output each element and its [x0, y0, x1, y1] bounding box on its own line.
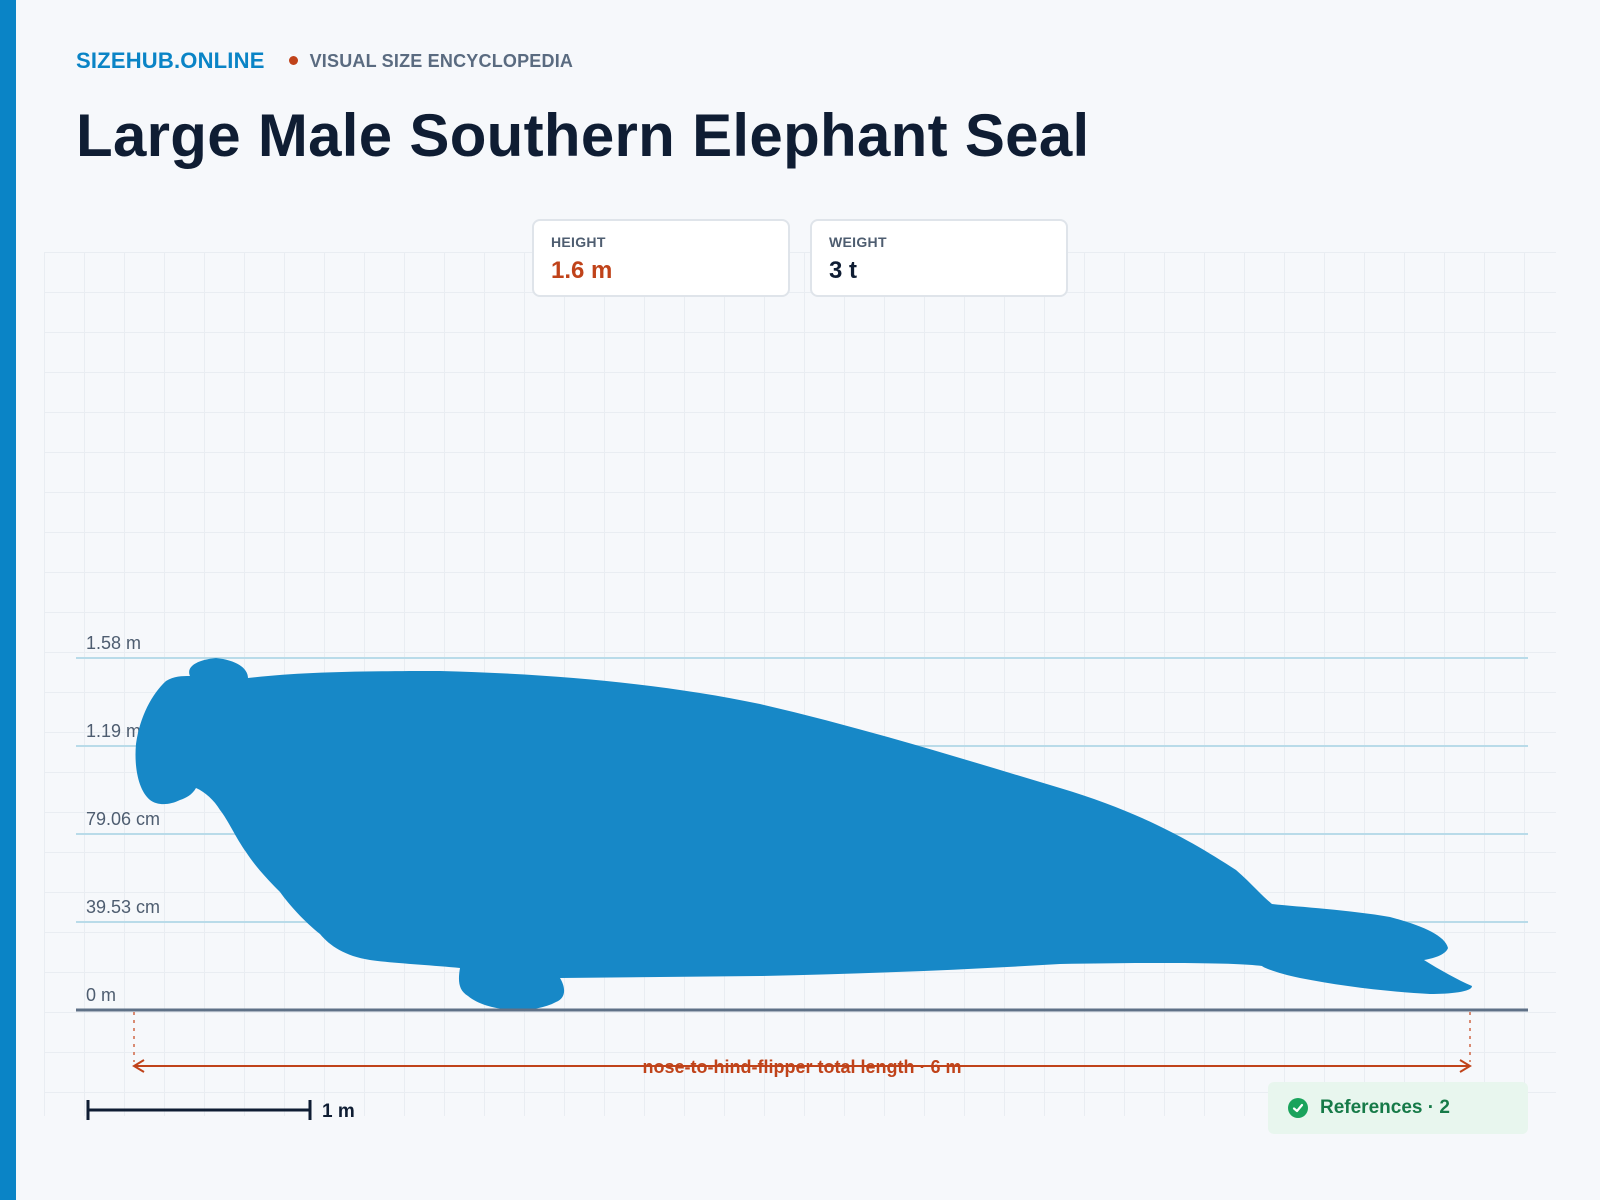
height-label-158: 1.58 m: [86, 633, 141, 653]
site-brand[interactable]: SIZEHUB.ONLINE: [76, 48, 265, 73]
height-label-39: 39.53 cm: [86, 897, 160, 917]
accent-bar: [0, 0, 16, 1200]
brand-row: SIZEHUB.ONLINE VISUAL SIZE ENCYCLOPEDIA: [76, 47, 573, 75]
separator-dot: [288, 55, 298, 65]
length-label: nose-to-hind-flipper total length · 6 m: [643, 1057, 962, 1077]
height-label-119: 1.19 m: [86, 721, 141, 741]
height-stat-card: HEIGHT 1.6 m: [532, 219, 790, 297]
length-arrow-left-head: [132, 1059, 145, 1073]
weight-stat-label: WEIGHT: [829, 234, 887, 250]
height-stat-label: HEIGHT: [551, 234, 606, 250]
site-tagline: VISUAL SIZE ENCYCLOPEDIA: [309, 50, 574, 71]
check-circle-icon: [1288, 1098, 1308, 1118]
page-title: Large Male Southern Elephant Seal: [76, 102, 1090, 169]
length-measure: nose-to-hind-flipper total length · 6 m: [132, 1012, 1472, 1077]
weight-stat-value: 3 t: [829, 257, 858, 284]
height-label-0: 0 m: [86, 985, 116, 1005]
scale-bar-label: 1 m: [322, 1101, 355, 1122]
references-badge[interactable]: References · 2: [1268, 1082, 1528, 1134]
height-stat-value: 1.6 m: [551, 257, 613, 284]
height-label-79: 79.06 cm: [86, 809, 160, 829]
scale-bar: 1 m: [86, 1100, 355, 1122]
elephant-seal-silhouette: [135, 658, 1472, 1010]
length-arrow-right-head: [1459, 1059, 1472, 1073]
references-label: References · 2: [1320, 1097, 1450, 1118]
weight-stat-card: WEIGHT 3 t: [810, 219, 1068, 297]
seal-body: [135, 658, 1472, 1010]
